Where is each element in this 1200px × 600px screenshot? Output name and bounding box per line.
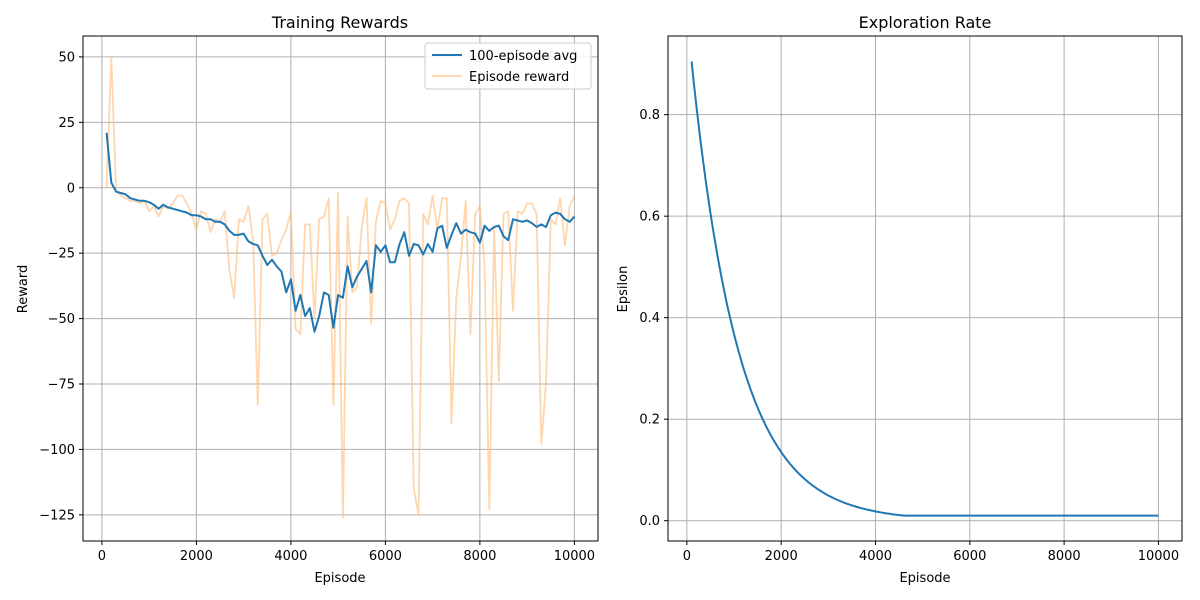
y-tick-label: −25: [48, 247, 75, 262]
x-tick-label: 2000: [765, 549, 798, 564]
x-tick-label: 8000: [463, 549, 496, 564]
axes-frame: [667, 35, 1183, 542]
axes-frame: [82, 35, 599, 542]
y-tick-label: 25: [58, 116, 75, 131]
y-tick-label: 0.8: [639, 108, 660, 123]
x-tick-label: 0: [98, 549, 106, 564]
x-tick-label: 6000: [953, 549, 986, 564]
chart-title: Exploration Rate: [859, 13, 992, 32]
y-tick-label: −125: [39, 508, 75, 523]
x-tick-label: 0: [683, 549, 691, 564]
x-tick-label: 10000: [554, 549, 595, 564]
legend: 100-episode avg Episode reward: [424, 42, 592, 90]
legend-box: [424, 42, 592, 90]
x-tick-label: 8000: [1048, 549, 1081, 564]
y-tick-label: 50: [58, 50, 75, 65]
x-axis-label: Episode: [314, 571, 365, 586]
epsilon-line: [690, 61, 1159, 517]
grid: [668, 36, 1182, 541]
plot-area: [690, 61, 1159, 517]
ticks: 0 2000 4000 6000 8000 10000 50 25 0 −25 −50 −75 −100…: [39, 50, 595, 564]
x-tick-label: 4000: [274, 549, 307, 564]
legend-label-episode: Episode reward: [469, 70, 569, 85]
episode-reward-line: [105, 56, 576, 519]
y-tick-label: 0.0: [639, 514, 660, 529]
y-tick-label: 0: [67, 181, 75, 196]
chart-title: Training Rewards: [271, 13, 408, 32]
y-tick-label: 0.4: [639, 311, 660, 326]
legend-label-avg: 100-episode avg: [469, 49, 577, 64]
y-tick-label: 0.6: [639, 210, 660, 225]
exploration-rate-chart: Exploration Rate 0 2000 4000 6000 8000 100000…: [616, 13, 1183, 586]
x-tick-label: 6000: [369, 549, 402, 564]
avg-reward-line: [105, 132, 576, 333]
y-axis-label: Epsilon: [616, 266, 631, 313]
plot-area: [105, 56, 576, 519]
grid: [83, 36, 598, 541]
y-tick-label: −75: [48, 378, 75, 393]
y-tick-label: −100: [39, 443, 75, 458]
x-tick-label: 10000: [1138, 549, 1179, 564]
training-rewards-chart: Training Rewards 0 2000 4000 6000 8000 10000 5…: [16, 13, 599, 586]
x-tick-label: 2000: [180, 549, 213, 564]
ticks: 0 2000 4000 6000 8000 10000 0.0 0.2 0.4 0.6 0.8: [639, 108, 1179, 564]
y-axis-label: Reward: [16, 265, 31, 313]
y-tick-label: −50: [48, 312, 75, 327]
x-axis-label: Episode: [899, 571, 950, 586]
y-tick-label: 0.2: [639, 413, 660, 428]
x-tick-label: 4000: [859, 549, 892, 564]
